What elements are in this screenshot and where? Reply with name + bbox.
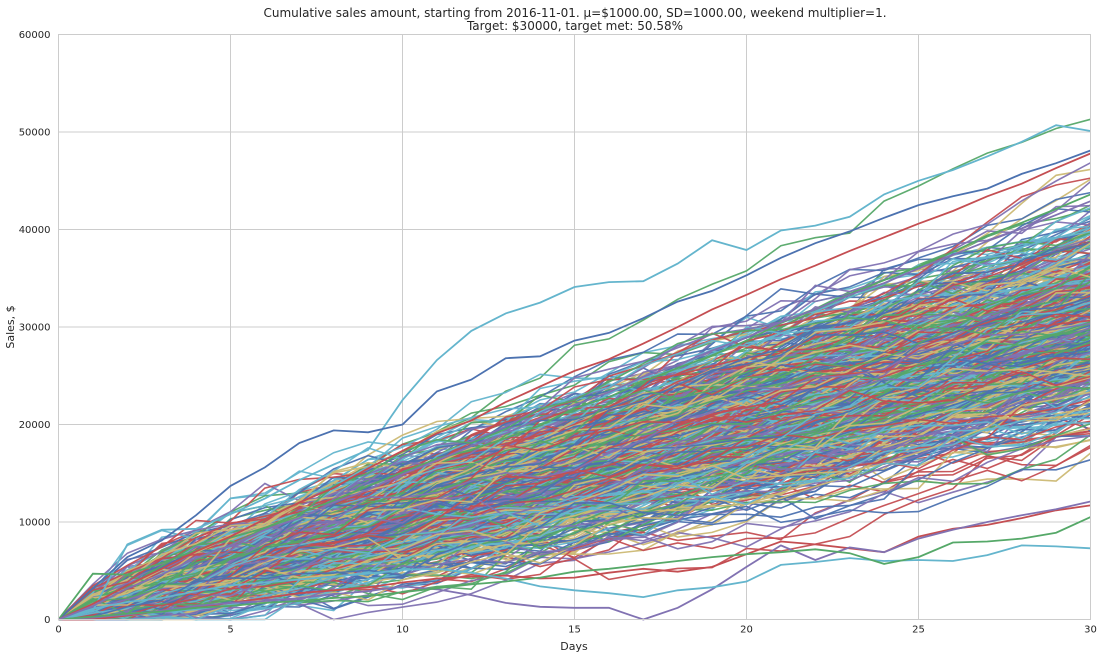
simulation-run-line [58, 319, 1091, 621]
y-tick-label: 0 [44, 615, 50, 626]
plot-frame [58, 34, 1091, 620]
y-tick-label: 40000 [19, 225, 51, 236]
chart-subtitle: Target: $30000, target met: 50.58% [466, 19, 683, 33]
x-tick-label: 30 [1084, 625, 1097, 636]
simulation-run-line [58, 376, 1091, 621]
series-line [58, 152, 1091, 621]
y-tick-label: 50000 [19, 128, 51, 139]
simulation-run-line [58, 459, 1091, 621]
x-tick-label: 20 [740, 625, 753, 636]
series-line [58, 124, 1091, 621]
x-tick-label: 25 [912, 625, 925, 636]
simulation-run-line [58, 280, 1091, 621]
series-line [58, 200, 1091, 621]
simulation-run-line [58, 356, 1091, 621]
chart-title: Cumulative sales amount, starting from 2… [263, 6, 886, 20]
simulation-run-line [58, 378, 1091, 621]
simulation-run-line [58, 371, 1091, 621]
simulation-run-line [58, 294, 1091, 621]
simulation-run-line [58, 255, 1091, 621]
series-lines [57, 118, 1092, 621]
y-axis-label: Sales, $ [4, 305, 17, 348]
x-axis-label: Days [560, 640, 588, 653]
x-tick-label: 15 [568, 625, 581, 636]
y-tick-label: 10000 [19, 518, 51, 529]
simulation-run-line [58, 351, 1091, 621]
series-line [58, 500, 1091, 621]
x-tick-label: 5 [227, 625, 233, 636]
y-tick-label: 30000 [19, 323, 51, 334]
x-tick-label: 0 [55, 625, 61, 636]
tick-labels: 0 5 10 15 20 25 30 0 10000 20000 30000 40000 50000 60… [19, 30, 1097, 636]
y-tick-label: 60000 [19, 30, 51, 41]
simulation-run-line [58, 327, 1091, 621]
series-line [57, 149, 1091, 621]
simulation-run-line [58, 421, 1091, 621]
series-line [58, 544, 1091, 621]
simulation-run-line [58, 230, 1091, 621]
series-line [58, 516, 1091, 621]
simulation-run-line [58, 412, 1091, 621]
simulation-run-line [58, 242, 1091, 621]
x-tick-label: 10 [396, 625, 409, 636]
simulation-run-line [58, 162, 1091, 621]
y-tick-label: 20000 [19, 420, 51, 431]
simulation-run-line [58, 319, 1091, 621]
series-line [57, 193, 1091, 621]
